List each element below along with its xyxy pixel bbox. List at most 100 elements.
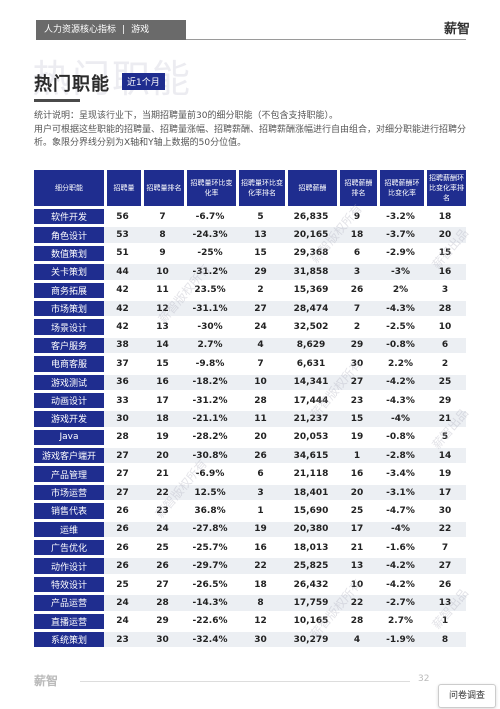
table-cell: -0.8% — [377, 337, 424, 354]
table-cell: 3 — [441, 285, 449, 296]
table-cell: -31.2% — [184, 264, 236, 280]
table-cell: 42 — [116, 322, 129, 333]
table-cell: 2.7% — [388, 616, 413, 627]
table-cell: 28,474 — [285, 300, 337, 317]
table-cell: 28 — [254, 395, 267, 406]
table-cell: 26,835 — [293, 211, 329, 222]
function-name-cell: 数值策划 — [34, 245, 104, 262]
table-cell: 2 — [441, 358, 449, 369]
table-cell: 8 — [141, 227, 184, 243]
survey-button[interactable]: 问卷调查 — [438, 684, 496, 708]
title-underline — [34, 99, 80, 102]
table-cell: 17,759 — [285, 595, 337, 611]
table-cell: 26 — [116, 505, 129, 516]
table-cell: 1 — [257, 505, 264, 516]
table-cell: 12 — [254, 616, 267, 627]
period-badge: 近1个月 — [122, 73, 165, 90]
table-cell: 20 — [424, 227, 466, 243]
table-cell: 34,615 — [285, 448, 337, 464]
table-header-cell: 招聘薪酬环比变化率 — [377, 170, 424, 206]
table-cell: -30% — [197, 322, 223, 333]
table-row: 销售代表 26 23 36.8% 1 15,690 25 -4.7% 30 — [34, 503, 466, 519]
header-section: 人力资源核心指标 — [44, 25, 117, 35]
table-cell: 25 — [424, 374, 466, 390]
table-cell: 7 — [257, 358, 264, 369]
table-cell: 20 — [141, 448, 184, 464]
table-cell: 29 — [337, 337, 377, 354]
table-cell: 25,825 — [285, 558, 337, 574]
table-cell: 21,237 — [285, 411, 337, 427]
table-cell: -25.7% — [192, 542, 228, 553]
table-cell: 7 — [337, 300, 377, 317]
table-cell: 19 — [438, 469, 452, 480]
table-cell: 26 — [236, 448, 285, 464]
table-header-cell: 招聘薪酬 — [285, 170, 337, 206]
table-row: Java 28 19 -28.2% 20 20,053 19 -0.8% 5 — [34, 429, 466, 446]
table-header-row: 细分职能 招聘量 招聘量排名 招聘量环比变化率 招聘量环比变化率排名 招聘薪酬 招聘薪酬排名… — [34, 170, 466, 206]
table-cell: 28 — [350, 616, 364, 627]
table-cell: 2 — [257, 285, 264, 296]
table-cell: -28.2% — [192, 432, 228, 443]
table-cell: 20,053 — [293, 432, 329, 443]
description: 统计说明：呈现该行业下，当期招聘量前30的细分职能（不包含支持职能）。 用户可根… — [34, 110, 474, 151]
table-cell: -2.9% — [386, 248, 415, 259]
table-cell: 3 — [337, 264, 377, 280]
table-cell: 7 — [441, 542, 449, 553]
function-name-cell: 动作设计 — [34, 558, 104, 574]
table-row: 场景设计 42 13 -30% 24 32,502 2 -2.5% 10 — [34, 319, 466, 335]
table-cell: 42 — [104, 300, 141, 317]
table-cell: 21 — [350, 542, 364, 553]
table-header-cell: 招聘量环比变化率排名 — [236, 170, 285, 206]
footer-brand: 薪智 — [34, 674, 59, 688]
table-row: 广告优化 26 25 -25.7% 16 18,013 21 -1.6% 7 — [34, 540, 466, 556]
table-cell: 8 — [424, 631, 466, 648]
table-cell: -3.1% — [377, 484, 424, 501]
table-cell: 19 — [236, 521, 285, 538]
table-cell: -29.7% — [184, 558, 236, 574]
table-cell: 27 — [104, 448, 141, 464]
table-cell: 31,858 — [285, 264, 337, 280]
table-cell: 26 — [104, 558, 141, 574]
table-cell: -3.7% — [377, 227, 424, 243]
table-cell: -2.5% — [386, 322, 415, 333]
table-cell: -2.8% — [377, 448, 424, 464]
table-cell: 7 — [159, 211, 166, 222]
table-cell: 29 — [438, 395, 452, 406]
table-cell: -21.1% — [184, 411, 236, 427]
table-cell: 24 — [254, 322, 267, 333]
table-cell: 4 — [337, 631, 377, 648]
table-cell: 20,380 — [285, 521, 337, 538]
table-cell: 17 — [337, 521, 377, 538]
table-cell: -27.8% — [184, 521, 236, 538]
table-cell: -3.2% — [386, 211, 415, 222]
table-cell: -6.7% — [195, 211, 225, 222]
table-cell: 23 — [350, 395, 364, 406]
table-cell: -24.3% — [184, 227, 236, 243]
table-cell: 30,279 — [285, 631, 337, 648]
table-row: 软件开发 56 7 -6.7% 5 26,835 9 -3.2% 18 — [34, 209, 466, 225]
table-cell: 23 — [156, 505, 169, 516]
table-header-cell: 招聘量环比变化率 — [184, 170, 236, 206]
table-cell: 20 — [337, 484, 377, 501]
page-number: 32 — [418, 674, 430, 684]
table-cell: 15 — [156, 358, 169, 369]
table-row: 产品运营 24 28 -14.3% 8 17,759 22 -2.7% 13 — [34, 595, 466, 611]
table-cell: 6 — [424, 337, 466, 354]
table-cell: 28 — [141, 595, 184, 611]
table-header-cell: 招聘薪酬排名 — [337, 170, 377, 206]
table-row: 产品管理 27 21 -6.9% 6 21,118 16 -3.4% 19 — [34, 466, 466, 482]
table-cell: 8 — [236, 595, 285, 611]
table-cell: 22 — [236, 558, 285, 574]
table-cell: 18 — [254, 579, 267, 590]
table-cell: 18,401 — [285, 484, 337, 501]
function-name-cell: 广告优化 — [34, 540, 104, 556]
table-cell: 29 — [156, 616, 169, 627]
table-row: 系统策划 23 30 -32.4% 30 30,279 4 -1.9% 8 — [34, 631, 466, 648]
table-cell: 24 — [141, 521, 184, 538]
function-name-cell: 关卡策划 — [34, 264, 104, 280]
table-header-cell: 招聘薪酬环比变化率排名 — [424, 170, 466, 206]
description-line-2: 用户可根据这些职能的招聘量、招聘量涨幅、招聘薪酬、招聘薪酬涨幅进行自由组合，对细… — [34, 124, 467, 149]
function-name-cell: Java — [34, 429, 104, 446]
function-name-cell: 动画设计 — [34, 392, 104, 409]
function-name-cell: 特效设计 — [34, 576, 104, 593]
